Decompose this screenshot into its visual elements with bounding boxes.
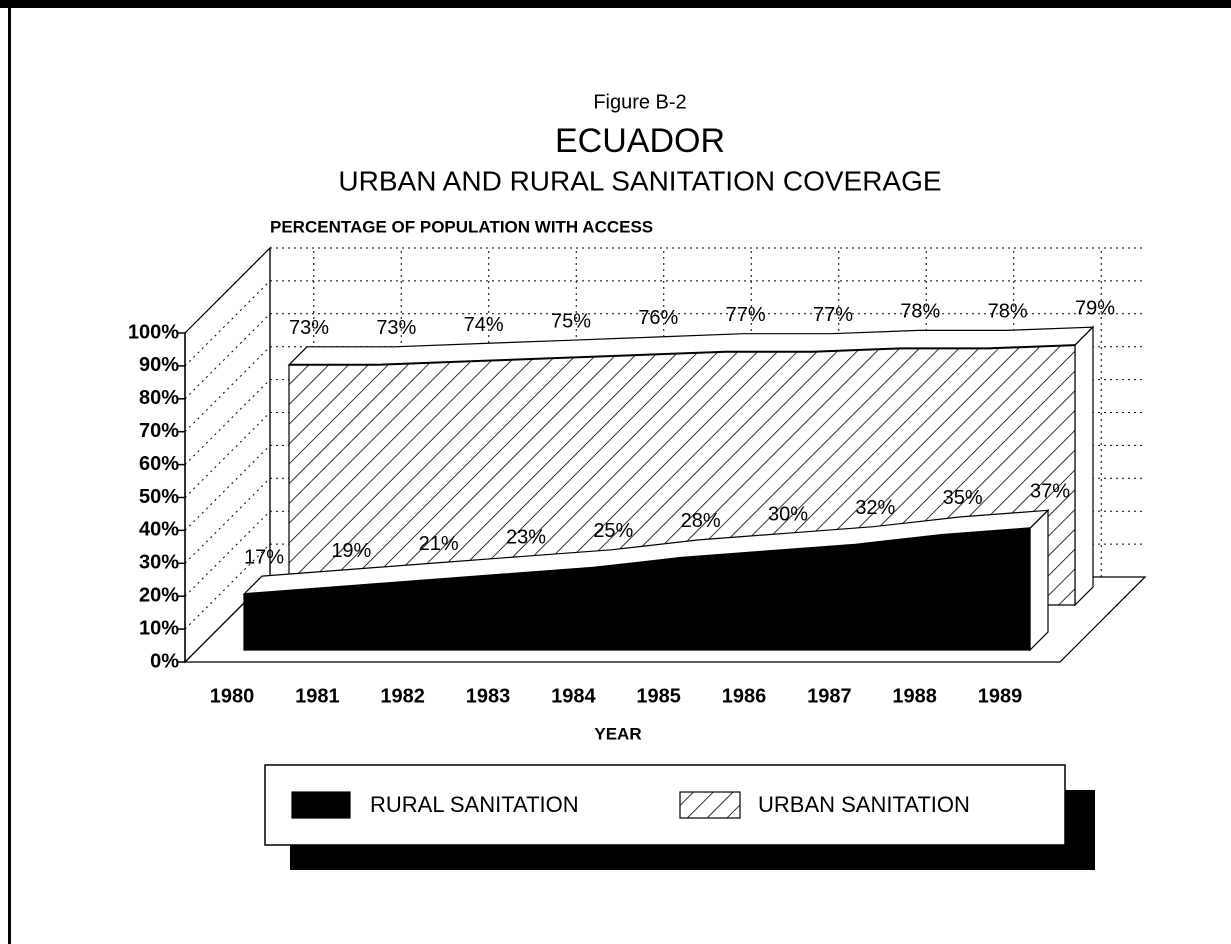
legend: RURAL SANITATION URBAN SANITATION — [264, 764, 1095, 870]
floor — [183, 576, 1147, 663]
y-tick-label: 80% — [139, 387, 179, 409]
grid-line — [184, 280, 271, 367]
y-tick-label: 0% — [150, 650, 179, 672]
x-tick-label: 1984 — [551, 685, 596, 707]
legend-swatch — [291, 791, 351, 819]
value-label: 21% — [419, 533, 459, 555]
value-label: 73% — [376, 317, 416, 339]
value-label: 78% — [988, 301, 1028, 323]
grid-line — [184, 576, 271, 663]
frame-left — [8, 0, 11, 944]
value-label: 23% — [506, 527, 546, 549]
value-label: 19% — [331, 540, 371, 562]
x-tick-label: 1983 — [466, 685, 511, 707]
legend-label: RURAL SANITATION — [370, 792, 579, 817]
y-tick-label: 100% — [128, 321, 179, 343]
area-line — [243, 527, 1031, 596]
grid-line — [184, 477, 271, 564]
value-label: 25% — [593, 520, 633, 542]
chart-title: ECUADOR — [555, 122, 725, 160]
value-label: 30% — [768, 504, 808, 526]
value-label: 73% — [289, 317, 329, 339]
grid-line — [184, 412, 271, 498]
grid-line — [184, 510, 271, 597]
x-tick-label: 1989 — [978, 685, 1023, 707]
frame-top — [0, 0, 1231, 8]
value-label: 37% — [1030, 481, 1070, 503]
area-side-face — [1074, 325, 1094, 607]
y-tick-label: 60% — [139, 453, 179, 475]
x-axis-label: YEAR — [594, 724, 641, 743]
chart-subtitle: URBAN AND RURAL SANITATION COVERAGE — [338, 165, 941, 196]
y-tick-label: 50% — [139, 486, 179, 508]
value-label: 76% — [638, 307, 678, 329]
value-label: 78% — [900, 301, 940, 323]
x-tick-label: 1982 — [380, 685, 425, 707]
grid-line — [184, 313, 271, 400]
grid-line — [184, 543, 271, 630]
y-axis-label: PERCENTAGE OF POPULATION WITH ACCESS — [270, 217, 653, 236]
value-label: 74% — [464, 314, 504, 336]
legend-box — [264, 764, 1066, 846]
value-label: 75% — [551, 311, 591, 333]
value-label: 77% — [726, 304, 766, 326]
x-tick-label: 1980 — [210, 685, 255, 707]
grid-line — [184, 379, 271, 465]
grid-line — [184, 247, 271, 334]
y-tick-label: 90% — [139, 354, 179, 376]
y-tick-label: 70% — [139, 420, 179, 442]
y-tick-label: 10% — [139, 617, 179, 639]
y-tick-label: 40% — [139, 519, 179, 541]
legend-swatch — [679, 791, 741, 819]
caption: Figure B-2 — [593, 91, 686, 113]
area-side-face — [1029, 508, 1049, 652]
x-tick-label: 1985 — [636, 685, 681, 707]
x-tick-label: 1987 — [807, 685, 852, 707]
legend-label: URBAN SANITATION — [758, 792, 970, 817]
value-label: 77% — [813, 304, 853, 326]
value-label: 28% — [681, 510, 721, 532]
grid-line — [184, 445, 271, 531]
y-tick-label: 30% — [139, 552, 179, 574]
x-tick-label: 1988 — [892, 685, 937, 707]
y-tick-label: 20% — [139, 584, 179, 606]
grid-line — [184, 346, 271, 433]
value-label: 32% — [855, 497, 895, 519]
x-tick-label: 1986 — [722, 685, 767, 707]
value-label: 35% — [943, 487, 983, 509]
value-label: 17% — [244, 546, 284, 568]
area-line — [289, 344, 1076, 366]
value-label: 79% — [1075, 297, 1115, 319]
x-tick-label: 1981 — [295, 685, 340, 707]
